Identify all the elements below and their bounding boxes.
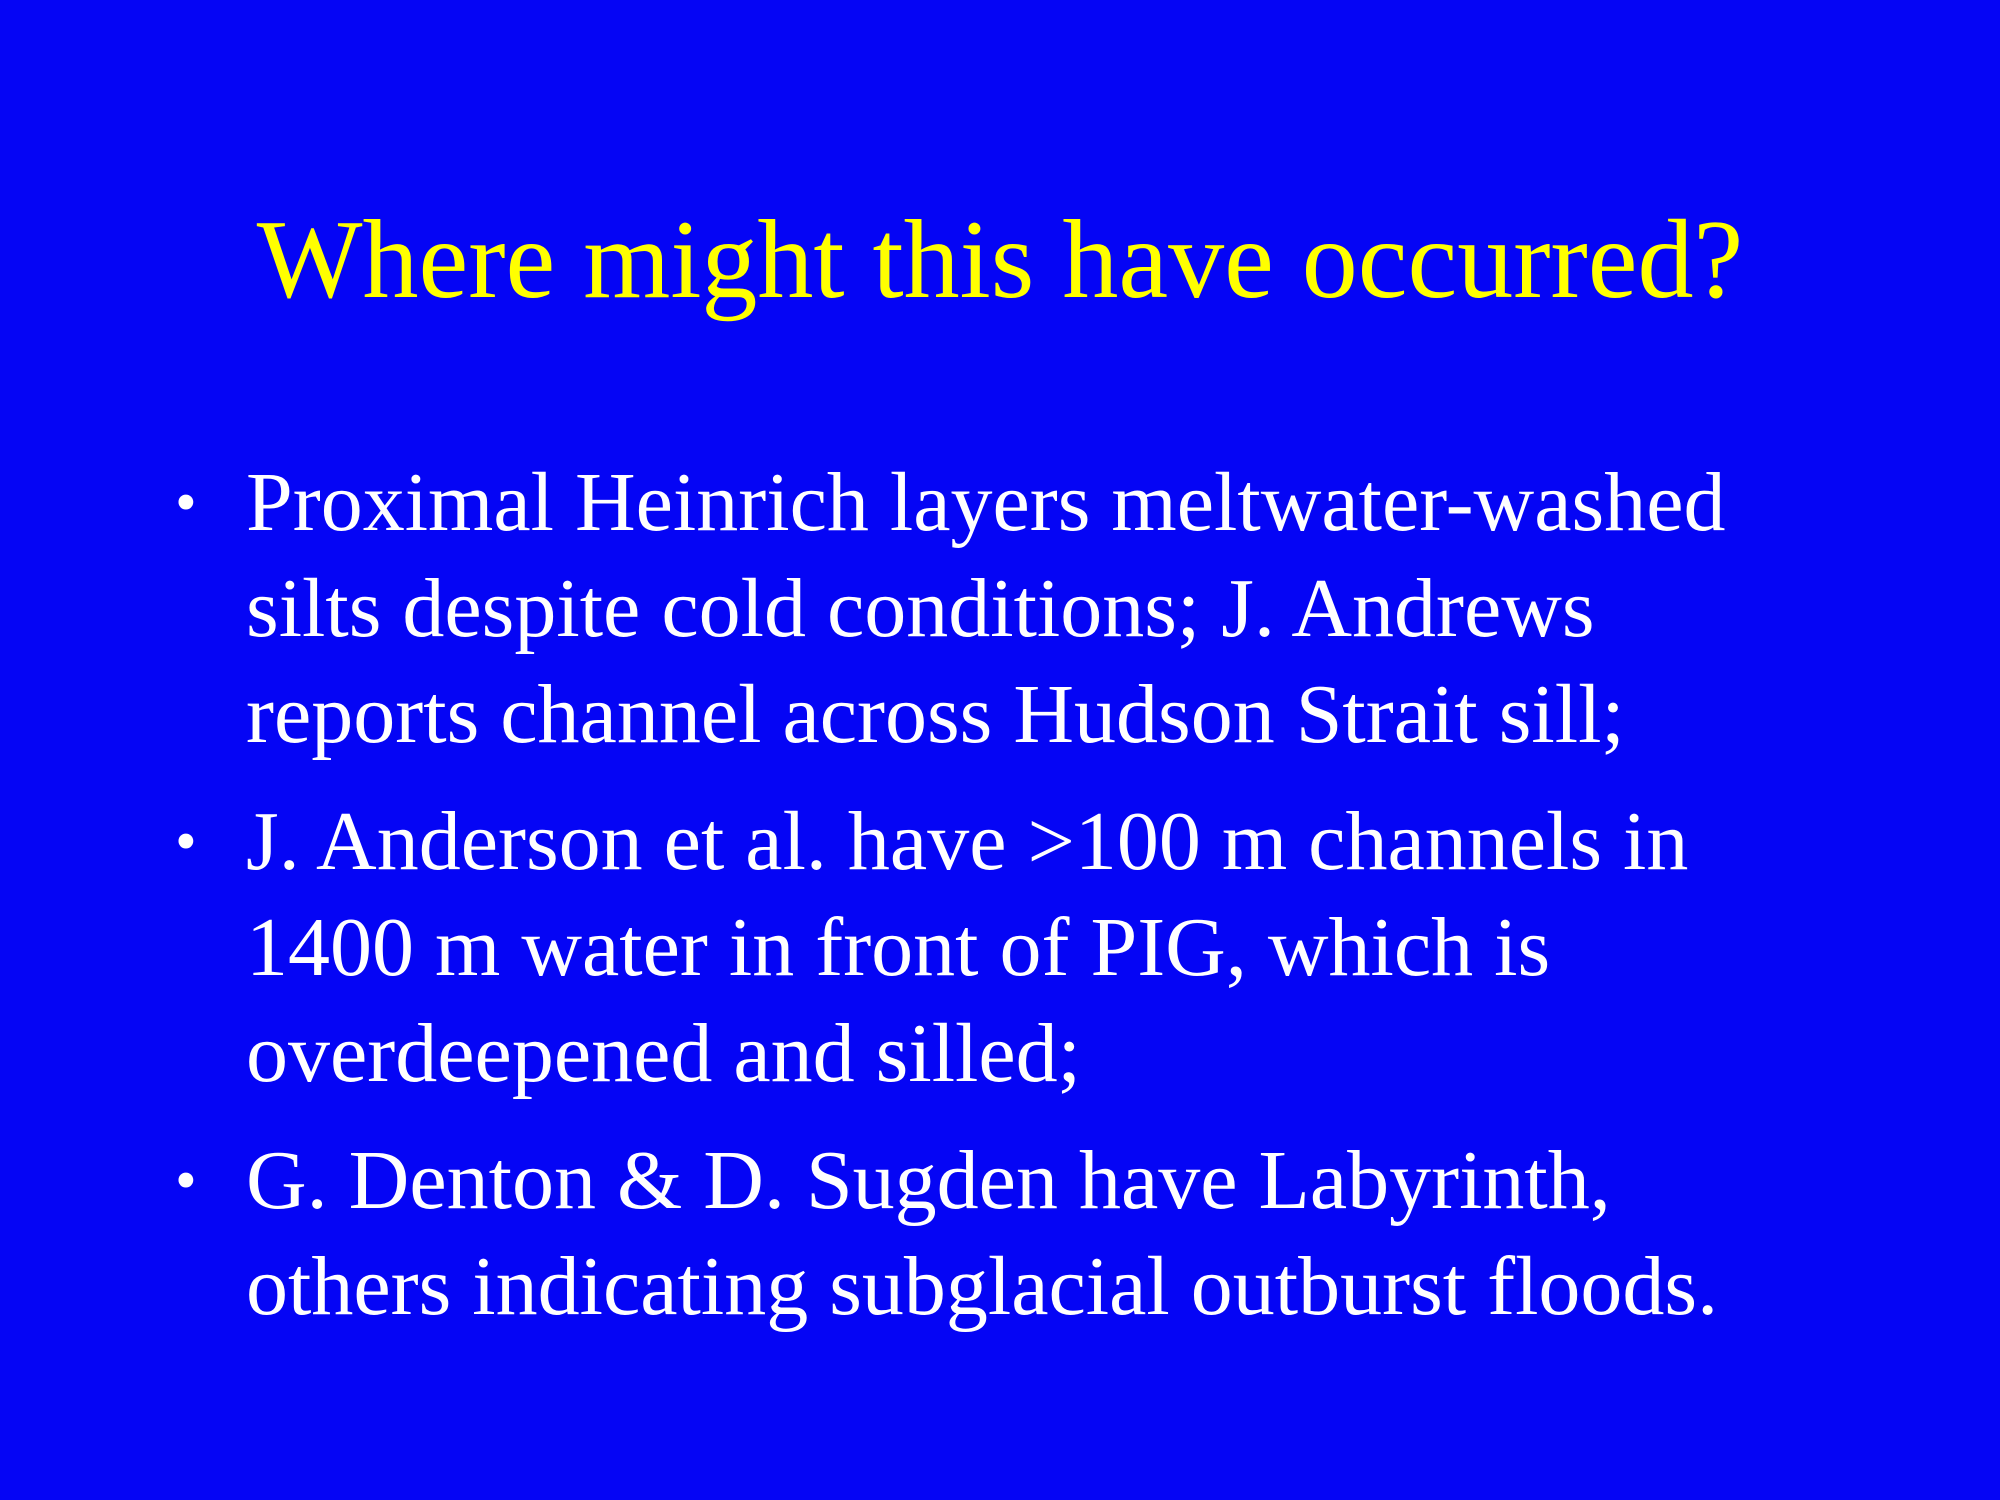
bullet-icon: • (175, 808, 197, 876)
bullet-line: J. Anderson et al. have >100 m channels … (246, 795, 1689, 888)
bullet-list: • Proximal Heinrich layers meltwater-was… (167, 450, 1867, 1361)
bullet-line: Proximal Heinrich layers meltwater-washe… (246, 456, 1726, 549)
bullet-icon: • (175, 469, 197, 537)
bullet-line: others indicating subglacial outburst fl… (246, 1240, 1719, 1333)
bullet-line: reports channel across Hudson Strait sil… (246, 668, 1625, 761)
bullet-item-2: • J. Anderson et al. have >100 m channel… (167, 789, 1867, 1107)
bullet-line: 1400 m water in front of PIG, which is (246, 901, 1551, 994)
bullet-item-1: • Proximal Heinrich layers meltwater-was… (167, 450, 1867, 768)
bullet-icon: • (175, 1147, 197, 1215)
bullet-line: overdeepened and silled; (246, 1007, 1081, 1100)
bullet-item-3: • G. Denton & D. Sugden have Labyrinth, … (167, 1128, 1867, 1340)
slide-title: Where might this have occurred? (256, 198, 1744, 322)
bullet-line: G. Denton & D. Sugden have Labyrinth, (246, 1134, 1611, 1227)
bullet-line: silts despite cold conditions; J. Andrew… (246, 562, 1595, 655)
